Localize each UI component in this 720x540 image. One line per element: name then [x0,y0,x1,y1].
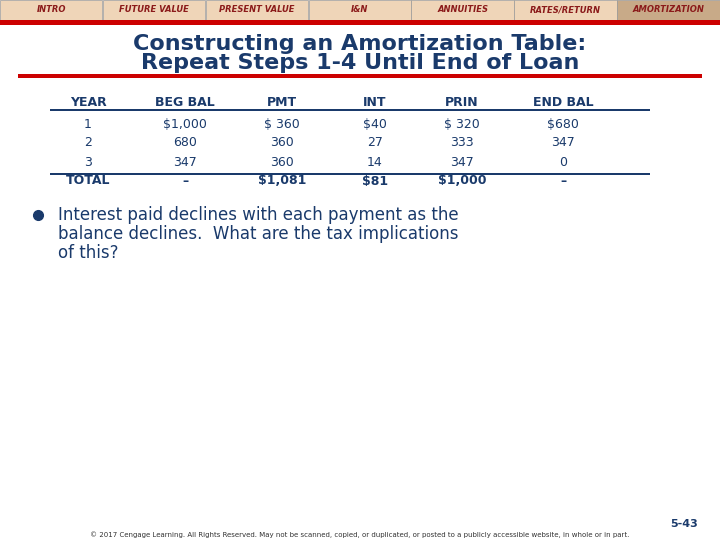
Text: Repeat Steps 1-4 Until End of Loan: Repeat Steps 1-4 Until End of Loan [141,53,579,73]
Text: INTRO: INTRO [37,5,66,15]
Text: FUTURE VALUE: FUTURE VALUE [120,5,189,15]
Bar [514,0,616,20]
Text: RATES/RETURN: RATES/RETURN [530,5,601,15]
Text: PRIN: PRIN [445,96,479,109]
Text: 347: 347 [450,156,474,168]
Text: balance declines.  What are the tax implications: balance declines. What are the tax impli… [58,225,459,243]
Text: Interest paid declines with each payment as the: Interest paid declines with each payment… [58,206,459,224]
Text: 0: 0 [559,156,567,168]
Text: 5-43: 5-43 [670,519,698,529]
Text: $1,000: $1,000 [438,174,486,187]
Text: $81: $81 [362,174,388,187]
Text: 3: 3 [84,156,92,168]
Text: –: – [560,174,566,187]
Bar [411,0,514,20]
Text: 347: 347 [173,156,197,168]
Bar [50,109,650,111]
Text: 27: 27 [367,137,383,150]
Text: 680: 680 [173,137,197,150]
Text: PRESENT VALUE: PRESENT VALUE [220,5,295,15]
Bar [206,0,308,20]
Text: –: – [182,174,188,187]
Text: $ 360: $ 360 [264,118,300,131]
Text: $1,000: $1,000 [163,118,207,131]
Text: $ 320: $ 320 [444,118,480,131]
Text: END BAL: END BAL [533,96,593,109]
Bar [0,20,720,25]
Text: 333: 333 [450,137,474,150]
Bar [617,0,719,20]
Text: 2: 2 [84,137,92,150]
Text: 14: 14 [367,156,383,168]
Text: 347: 347 [551,137,575,150]
Text: ANNUITIES: ANNUITIES [437,5,488,15]
Text: $680: $680 [547,118,579,131]
Text: PMT: PMT [267,96,297,109]
Bar [0,0,102,20]
Text: 360: 360 [270,156,294,168]
Bar [309,0,411,20]
Bar [50,173,650,174]
Text: YEAR: YEAR [70,96,107,109]
Text: AMORTIZATION: AMORTIZATION [633,5,704,15]
Text: $1,081: $1,081 [258,174,306,187]
Text: $40: $40 [363,118,387,131]
Text: I&N: I&N [351,5,369,15]
Text: BEG BAL: BEG BAL [155,96,215,109]
Text: TOTAL: TOTAL [66,174,110,187]
Bar [103,0,205,20]
Text: 1: 1 [84,118,92,131]
Text: of this?: of this? [58,244,119,262]
Text: Constructing an Amortization Table:: Constructing an Amortization Table: [133,34,587,54]
Text: © 2017 Cengage Learning. All Rights Reserved. May not be scanned, copied, or dup: © 2017 Cengage Learning. All Rights Rese… [90,532,630,538]
Bar [18,74,702,78]
Text: 360: 360 [270,137,294,150]
Text: INT: INT [364,96,387,109]
